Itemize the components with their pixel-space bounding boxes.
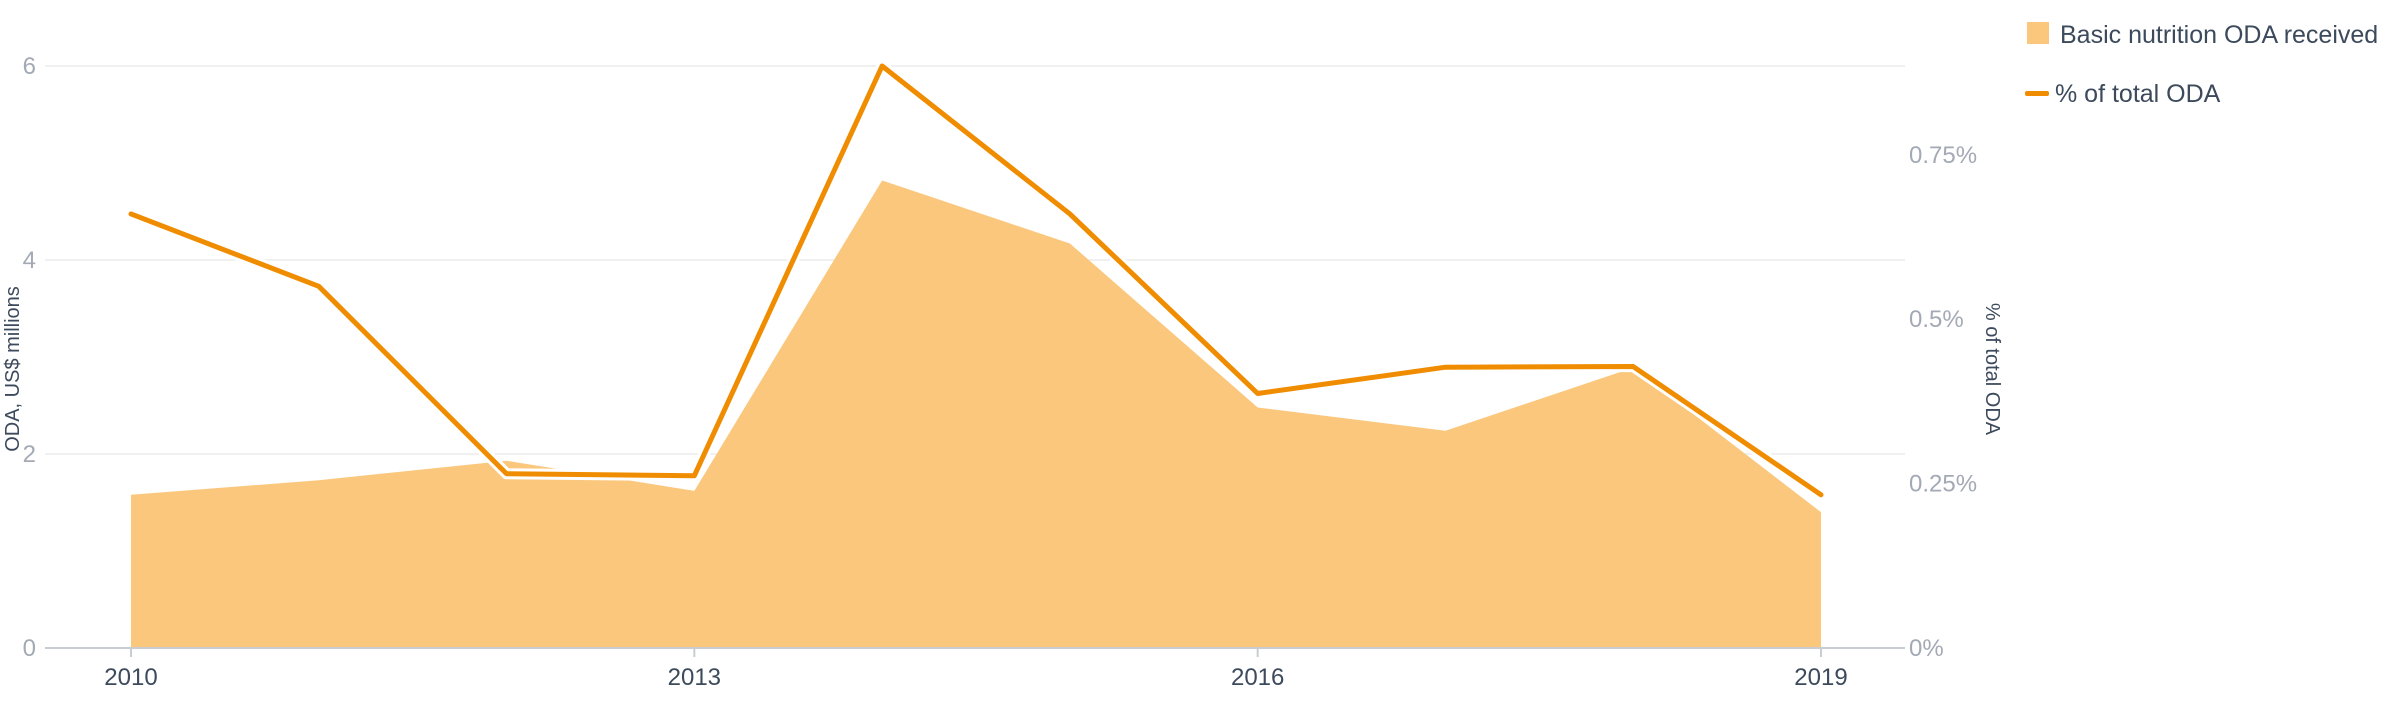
- y-right-tick-label: 0.25%: [1909, 471, 1977, 498]
- area-series-basic-nutrition-oda[interactable]: [131, 180, 1821, 648]
- y-right-axis-label: % of total ODA: [1981, 303, 2003, 436]
- axis-layer: ODA, US$ millions % of total ODA 0 2 4 6 0% 0…: [2, 53, 2003, 691]
- area-layer: [131, 180, 1821, 648]
- y-left-tick-label: 6: [23, 53, 36, 80]
- y-left-axis-label: ODA, US$ millions: [2, 286, 24, 452]
- line-layer: [125, 60, 1827, 501]
- y-right-tick-label: 0.5%: [1909, 306, 1964, 333]
- legend-area-swatch: [2027, 22, 2049, 44]
- x-tick-label: 2019: [1794, 664, 1847, 691]
- legend-area-label: Basic nutrition ODA received: [2060, 21, 2378, 49]
- legend[interactable]: Basic nutrition ODA received % of total …: [2025, 21, 2378, 108]
- line-series-percent-total-oda[interactable]: [128, 63, 1824, 498]
- x-tick-label: 2016: [1231, 664, 1284, 691]
- y-left-tick-label: 0: [23, 635, 36, 662]
- legend-line-label: % of total ODA: [2055, 80, 2221, 108]
- legend-item-area[interactable]: Basic nutrition ODA received: [2027, 21, 2378, 49]
- x-tick-label: 2013: [668, 664, 721, 691]
- y-right-tick-label: 0.75%: [1909, 142, 1977, 169]
- legend-line-swatch: [2025, 91, 2049, 96]
- y-left-tick-label: 4: [23, 247, 36, 274]
- y-left-tick-label: 2: [23, 441, 36, 468]
- x-tick-label: 2010: [104, 664, 157, 691]
- legend-item-line[interactable]: % of total ODA: [2025, 80, 2221, 108]
- y-right-tick-label: 0%: [1909, 635, 1944, 662]
